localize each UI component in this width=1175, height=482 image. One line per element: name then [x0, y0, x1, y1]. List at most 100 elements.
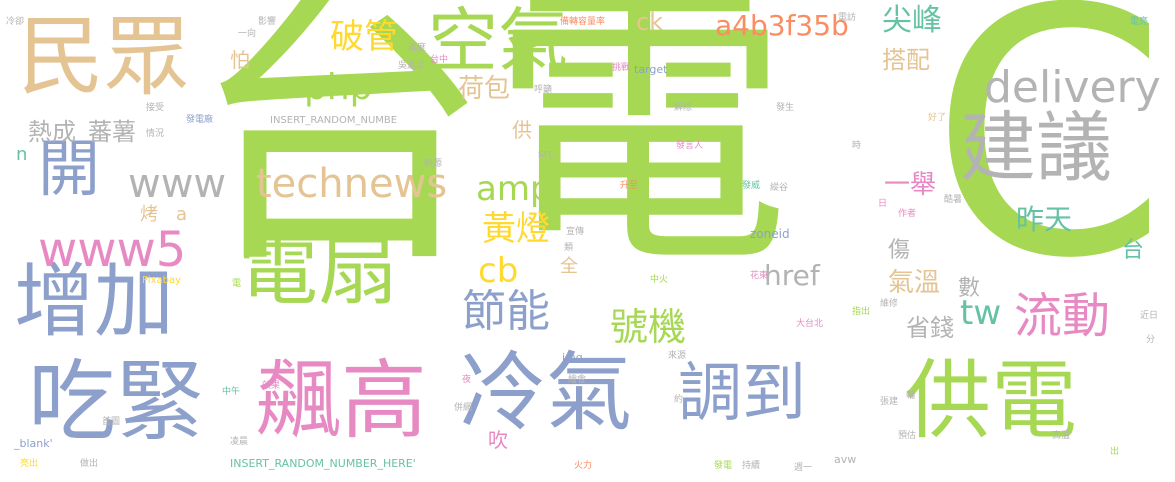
word-wujinzhong: 吳進忠: [398, 61, 426, 71]
word-pa: 怕: [230, 48, 250, 72]
word-huangdeng: 黃燈: [482, 209, 550, 249]
word-chu: 出: [1110, 447, 1120, 457]
word-chixu: 持續: [742, 461, 761, 471]
word-lengque: 冷卻: [6, 17, 25, 27]
word-shu: 數: [958, 276, 981, 301]
word-src: src: [538, 147, 555, 160]
word-yugu: 預估: [898, 431, 917, 441]
word-xiaoguo: 效果: [262, 381, 281, 391]
word-fayanren: 發言人: [676, 141, 704, 151]
word-huyu: 呼籲: [534, 85, 553, 95]
word-jinri: 近日: [1140, 311, 1159, 321]
word-yixiang: 一向: [238, 29, 257, 39]
word-fadian: 發電: [714, 461, 733, 471]
word-insert-random-number-here: INSERT_RANDOM_NUMBER_HERE': [230, 457, 416, 470]
word-zuozhe: 作者: [898, 209, 917, 219]
word-quan: 全: [560, 256, 578, 277]
word-lingchen: 凌晨: [230, 437, 249, 447]
word-fawei: 發威: [742, 181, 761, 191]
word-zhangjian: 張建: [880, 397, 899, 407]
word-ri: 日: [878, 199, 888, 209]
word-haole: 好了: [928, 113, 947, 123]
word-pixabay: Pixabay: [142, 275, 182, 286]
word-blank: _blank': [14, 437, 53, 450]
word-huoli: 火力: [574, 461, 593, 471]
word-gong: 供: [512, 118, 532, 142]
word-c: C: [930, 0, 1168, 333]
word-insert-random-numbe: INSERT_RANDOM_NUMBE: [270, 115, 398, 126]
word-beizhuan: 備轉容量率: [560, 17, 606, 27]
word-shengzhi: 升至: [620, 181, 639, 191]
word-biaogao: 飆高: [255, 351, 427, 451]
word-zhichu: 指出: [852, 307, 871, 317]
word-kai: 開: [38, 132, 101, 205]
word-hebao: 荷包: [458, 74, 511, 104]
word-yingxiang: 影響: [258, 17, 277, 27]
word-minzhong: 民眾: [18, 7, 190, 107]
word-href: href: [764, 259, 820, 292]
word-zoneid: zoneid: [750, 227, 790, 241]
word-dapei: 搭配: [882, 46, 930, 74]
word-reyuan: 熱源: [424, 159, 443, 169]
word-fanshu: 蕃薯: [88, 118, 136, 146]
word-avw: avw: [834, 453, 857, 466]
word-laiyuan: 來源: [668, 351, 687, 361]
word-dataibei: 大台北: [796, 319, 824, 329]
word-lengqi: 冷氣: [460, 343, 632, 443]
word-zengjia: 增加: [14, 255, 174, 348]
word-shoutu: 首圖: [102, 417, 121, 427]
word-zuotian: 昨天: [1016, 203, 1073, 236]
word-huihui: 繪會: [568, 375, 587, 385]
word-poguan: 破管: [330, 17, 398, 57]
word-shi: 時: [852, 141, 862, 151]
word-fu: 輔: [906, 391, 916, 401]
word-ye: 夜: [462, 375, 472, 385]
word-haoji: 號機: [610, 305, 687, 349]
word-kao: 烤: [140, 204, 158, 225]
word-target: target: [634, 63, 668, 76]
word-dianshan: 電扇: [238, 223, 398, 316]
word-php: php: [304, 67, 373, 108]
word-tiaozhan: 挑戰: [612, 63, 631, 73]
word-zhonghuo: 中火: [650, 275, 669, 285]
word-kushu: 酷暑: [944, 195, 963, 205]
word-jiechu: 解除: [674, 103, 693, 113]
word-gongdian: 供電: [905, 351, 1077, 451]
word-delivery: delivery: [984, 62, 1161, 113]
word-huadong: 花東: [750, 271, 769, 281]
word-gaowen: 高溫: [1052, 431, 1071, 441]
word-taidian: 台電: [190, 0, 790, 304]
word-qiwen: 氣溫: [888, 268, 941, 298]
word-liudong: 流動: [1014, 288, 1111, 344]
word-www5: www5: [38, 222, 187, 278]
word-a4b3f35b: a4b3f35b: [715, 9, 849, 42]
word-dianfang: 電訪: [838, 13, 857, 23]
word-tiaodao: 調到: [678, 357, 806, 431]
word-ck: ck: [636, 8, 664, 36]
word-bingwang: 併網: [454, 403, 473, 413]
word-tw: tw: [960, 293, 1002, 333]
word-cb: cb: [478, 251, 519, 291]
word-zuochu: 做出: [80, 459, 99, 469]
word-zhongwu: 中午: [222, 387, 241, 397]
word-liangchu: 亮出: [20, 459, 39, 469]
word-shengqian: 省錢: [906, 314, 954, 342]
word-yue: 約: [674, 395, 684, 405]
word-taizhong: 台中: [430, 55, 449, 65]
word-zhouyi: 週一: [794, 463, 813, 473]
word-jindu: 進度: [408, 43, 427, 53]
word-jianyi: 建議: [960, 103, 1112, 192]
word-fen: 分: [1146, 335, 1156, 345]
word-technews: technews: [256, 161, 448, 207]
word-amp: amp: [476, 169, 552, 209]
word-www: www: [128, 161, 227, 207]
word-jieshou: 接受: [146, 103, 165, 113]
word-tai: 台: [1122, 238, 1145, 263]
word-dianliang: 電亮: [1130, 17, 1149, 27]
word-xuanchuan: 宣傳: [566, 227, 585, 237]
word-chijin: 吃緊: [28, 350, 205, 453]
word-dian: 電: [232, 279, 242, 289]
word-n: n: [16, 144, 28, 165]
word-fasheng: 發生: [776, 103, 795, 113]
